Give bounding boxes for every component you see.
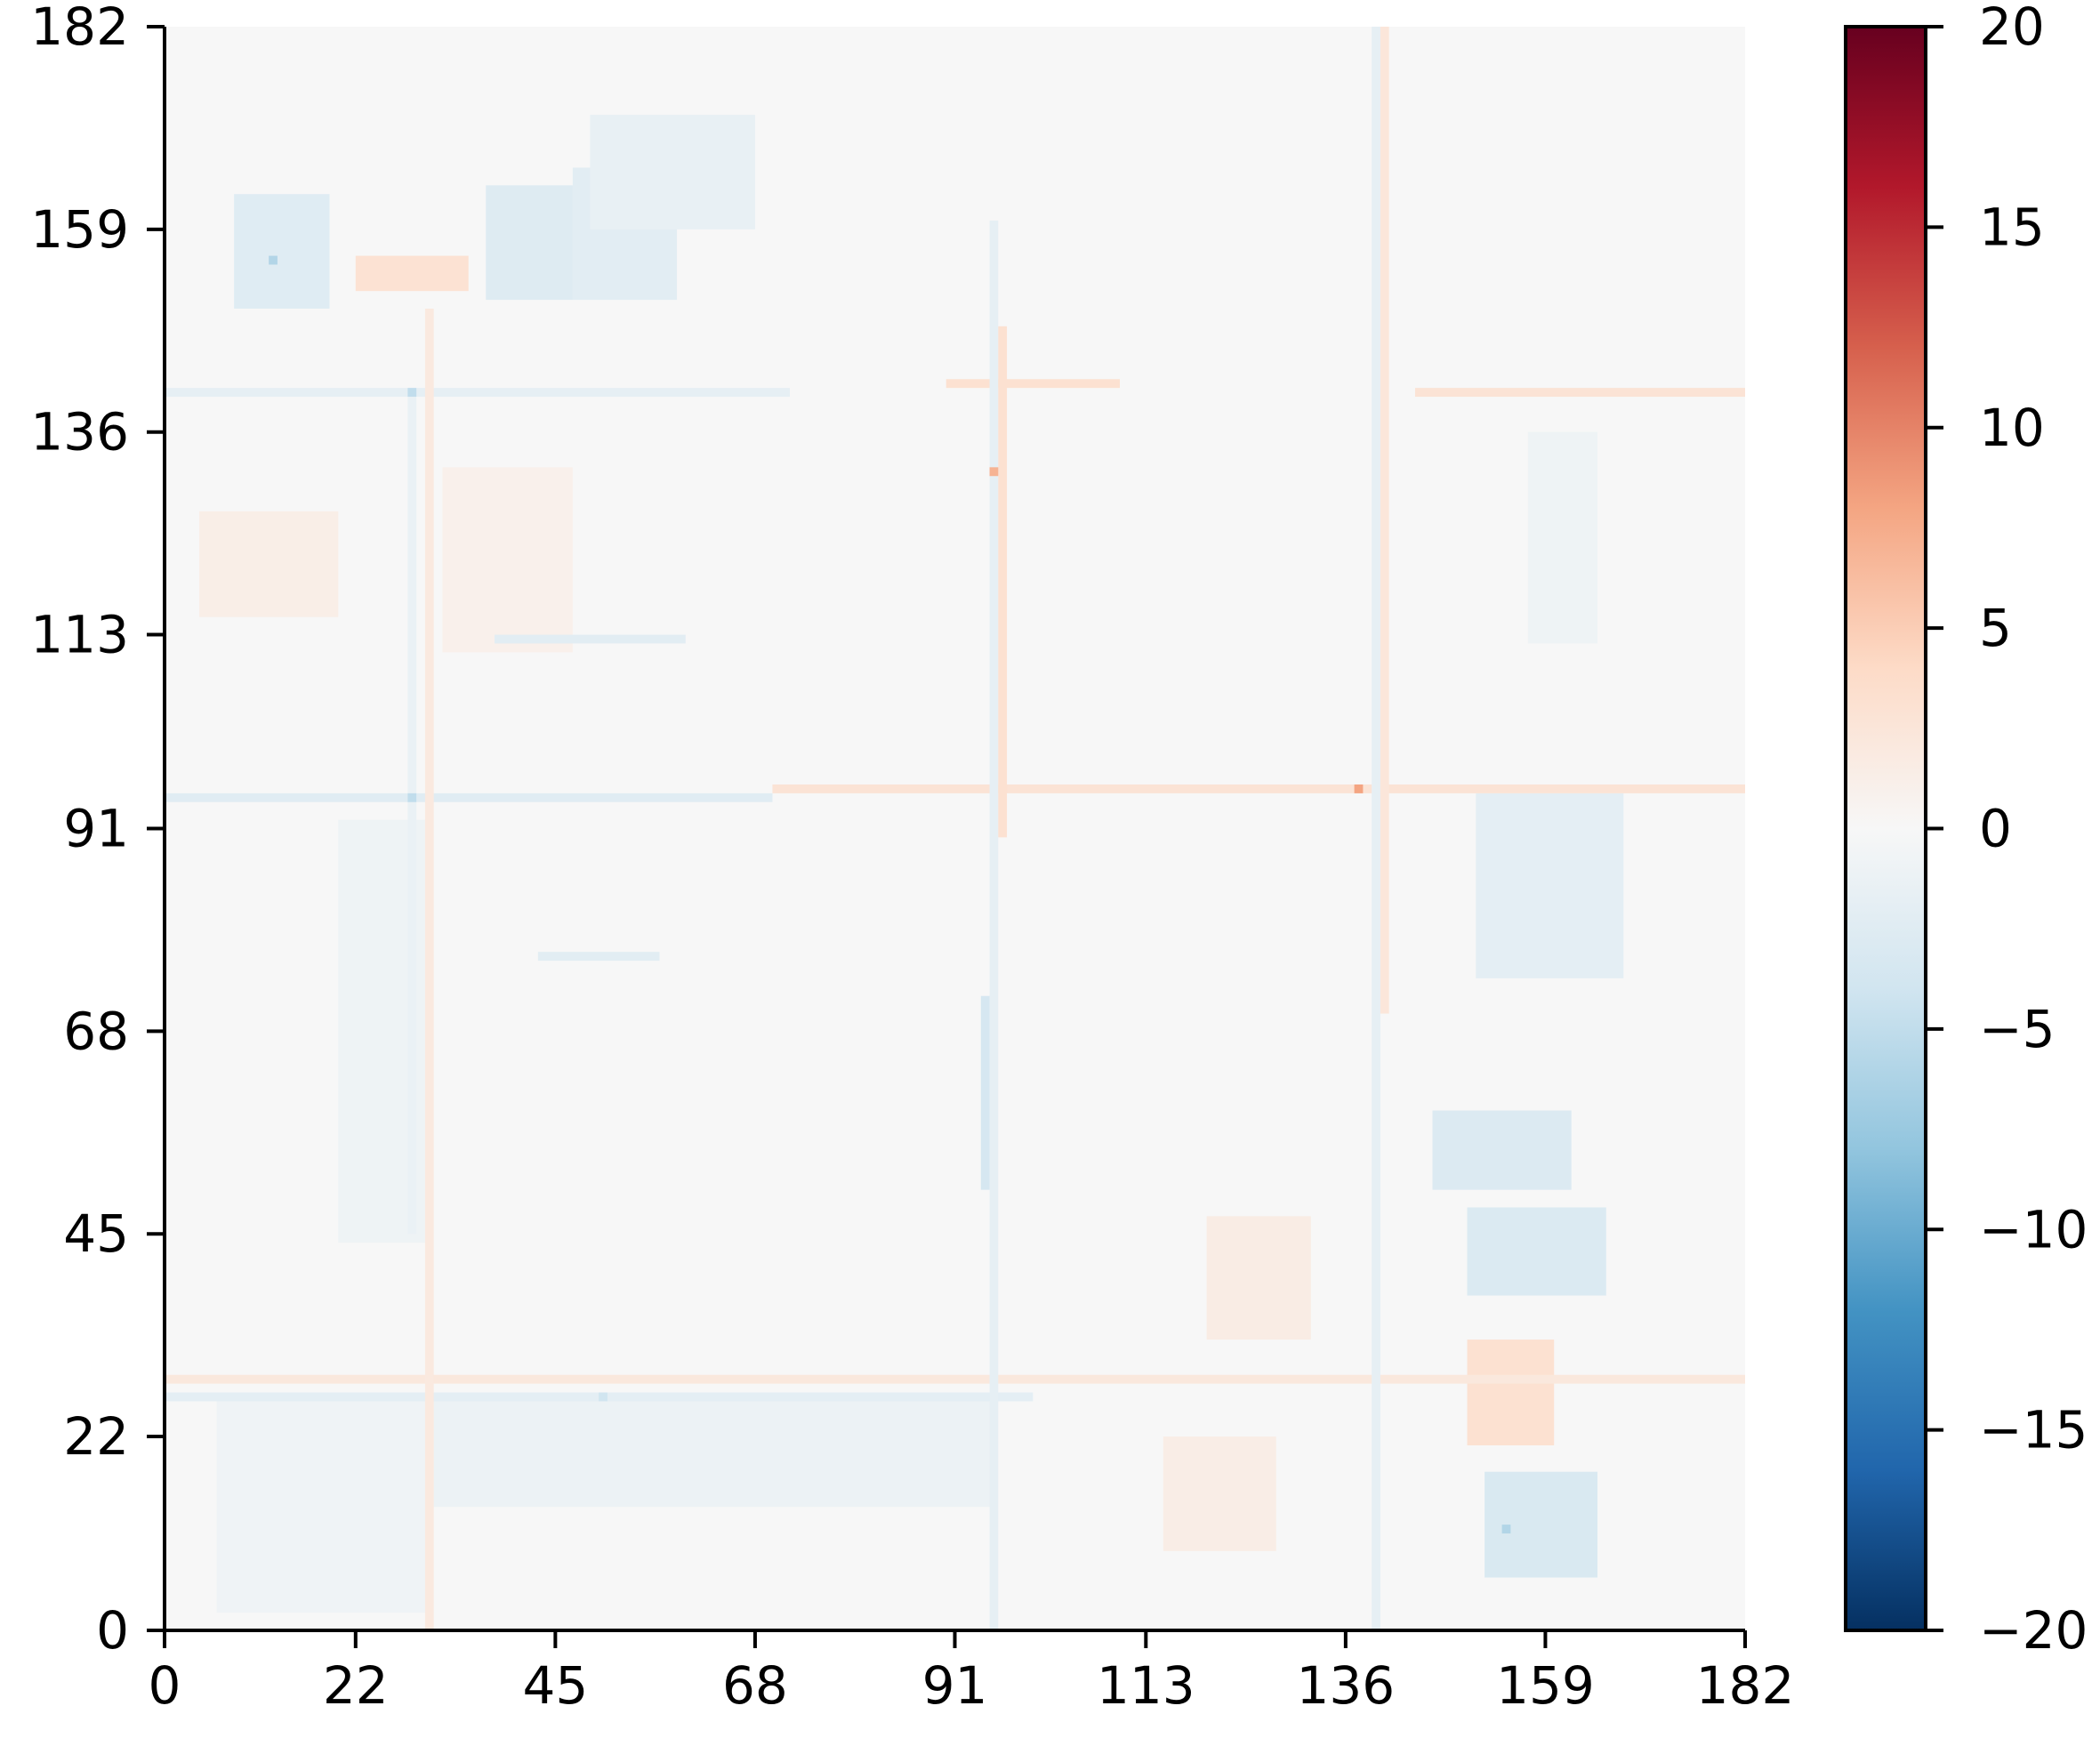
- y-tick-label: 45: [63, 1203, 129, 1264]
- heatmap-plot-area: [165, 27, 1745, 1630]
- y-tick-label: 182: [30, 0, 129, 57]
- heatmap-line-22: [165, 388, 790, 398]
- y-tick-label: 91: [63, 799, 129, 859]
- colorbar-tick-label: 10: [1979, 398, 2045, 458]
- heatmap-block-6: [442, 467, 573, 653]
- heatmap-line-33: [980, 995, 990, 1190]
- heatmap-block-0: [234, 194, 330, 310]
- x-axis: 0 22 45 68 91 113 136 159 182: [149, 1629, 1795, 1716]
- y-tick-label: 0: [96, 1600, 129, 1661]
- y-tick-label: 68: [63, 1001, 129, 1061]
- heatmap-line-30: [1380, 27, 1389, 1014]
- heatmap-line-23: [945, 379, 1121, 389]
- y-tick-label: 159: [30, 199, 129, 260]
- y-axis: 0 22 45 68 91 113 136 159 182: [30, 0, 166, 1661]
- colorbar-gradient: [1846, 27, 1926, 1630]
- heatmap-line-24: [1414, 388, 1745, 398]
- x-tick-label: 22: [323, 1655, 389, 1716]
- heatmap-point-37: [1501, 1525, 1511, 1534]
- colorbar-axis: 20 15 10 5 0 −5 −10 −15 −20: [1926, 0, 2088, 1661]
- heatmap-block-3: [590, 115, 755, 229]
- colorbar: 20 15 10 5 0 −5 −10 −15 −20: [1844, 0, 2088, 1661]
- y-tick-label: 113: [30, 605, 129, 665]
- colorbar-tick-label: 20: [1979, 0, 2045, 57]
- heatmap-block-8: [1467, 1207, 1606, 1296]
- x-tick-label: 0: [149, 1655, 181, 1716]
- heatmap-point-40: [599, 1392, 607, 1402]
- heatmap-block-4: [355, 255, 469, 292]
- heatmap-block-9: [1432, 1110, 1572, 1190]
- heatmap-line-20: [165, 1374, 1745, 1384]
- heatmap-block-1: [486, 185, 573, 301]
- heatmap-line-25: [495, 634, 686, 644]
- x-tick-label: 113: [1097, 1655, 1195, 1716]
- x-tick-label: 68: [722, 1655, 788, 1716]
- heatmap-block-13: [1206, 1216, 1311, 1340]
- heatmap-point-35: [989, 467, 999, 477]
- heatmap-block-16: [424, 1392, 990, 1508]
- heatmap-line-19: [772, 784, 1745, 793]
- heatmap-point-39: [407, 388, 417, 398]
- y-tick-label: 136: [30, 402, 129, 463]
- heatmap-line-32: [407, 397, 417, 1235]
- x-tick-label: 182: [1696, 1655, 1795, 1716]
- colorbar-tick-label: 5: [1979, 598, 2012, 658]
- heatmap-block-12: [1163, 1436, 1276, 1551]
- heatmap-block-11: [1467, 1340, 1555, 1445]
- heatmap-point-38: [407, 793, 417, 802]
- x-tick-label: 159: [1496, 1655, 1595, 1716]
- heatmap-line-21: [165, 1392, 1034, 1402]
- colorbar-tick-label: −20: [1979, 1600, 2088, 1661]
- x-tick-label: 91: [922, 1655, 988, 1716]
- colorbar-tick-label: 15: [1979, 197, 2045, 257]
- colorbar-tick-label: −10: [1979, 1199, 2088, 1259]
- heatmap-block-10: [1476, 793, 1624, 978]
- x-tick-label: 45: [522, 1655, 588, 1716]
- colorbar-tick-label: −15: [1979, 1400, 2088, 1460]
- colorbar-tick-label: 0: [1979, 799, 2012, 859]
- x-tick-label: 136: [1297, 1655, 1396, 1716]
- y-tick-label: 22: [63, 1406, 129, 1467]
- colorbar-tick-label: −5: [1979, 999, 2056, 1059]
- heatmap-line-28: [998, 326, 1008, 838]
- heatmap-block-15: [216, 1392, 425, 1613]
- heatmap-point-36: [269, 255, 278, 265]
- heatmap-block-14: [1527, 431, 1598, 644]
- heatmap-line-18: [165, 793, 773, 802]
- heatmap-point-34: [1354, 784, 1364, 793]
- heatmap-line-26: [537, 952, 660, 962]
- heatmap-block-5: [199, 511, 339, 617]
- heatmap-line-29: [1372, 27, 1380, 1630]
- heatmap-block-7: [1484, 1471, 1598, 1578]
- heatmap-line-31: [424, 309, 434, 1630]
- heatmap-cells: [165, 27, 1745, 1630]
- heatmap-line-27: [989, 220, 999, 1630]
